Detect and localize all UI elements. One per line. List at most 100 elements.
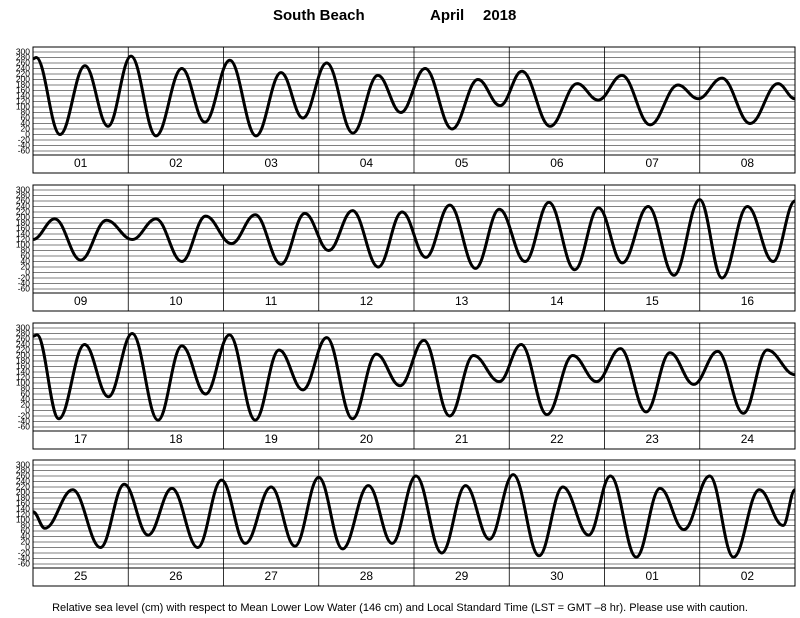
y-tick-label: 200 <box>16 74 30 84</box>
y-tick-label: 120 <box>16 234 30 244</box>
y-tick-label: 0 <box>25 542 30 552</box>
day-label: 01 <box>74 156 88 170</box>
y-tick-label: 40 <box>21 531 31 541</box>
y-tick-label: 240 <box>16 476 30 486</box>
y-tick-label: -20 <box>18 547 31 557</box>
day-label: 14 <box>550 294 564 308</box>
y-tick-label: 160 <box>16 85 30 95</box>
tide-curve <box>32 473 797 559</box>
y-tick-label: 20 <box>21 399 31 409</box>
day-label: 26 <box>169 569 183 583</box>
y-tick-label: 40 <box>21 394 31 404</box>
y-tick-label: 220 <box>16 344 30 354</box>
day-label: 24 <box>741 432 755 446</box>
y-tick-label: 280 <box>16 328 30 338</box>
day-label: 01 <box>645 569 659 583</box>
y-tick-label: 280 <box>16 190 30 200</box>
day-label: 17 <box>74 432 88 446</box>
y-tick-label: 100 <box>16 101 30 111</box>
y-tick-label: -60 <box>18 421 31 431</box>
y-tick-label: 140 <box>16 228 30 238</box>
y-tick-label: 300 <box>16 46 30 56</box>
y-tick-label: 180 <box>16 355 30 365</box>
day-label: 02 <box>169 156 183 170</box>
y-tick-label: 0 <box>25 129 30 139</box>
y-tick-label: 240 <box>16 201 30 211</box>
y-tick-label: 0 <box>25 405 30 415</box>
day-label: 18 <box>169 432 183 446</box>
y-tick-label: 60 <box>21 388 31 398</box>
y-tick-label: -60 <box>18 283 31 293</box>
y-tick-label: 160 <box>16 498 30 508</box>
y-tick-label: 60 <box>21 112 31 122</box>
y-tick-label: 60 <box>21 250 31 260</box>
y-tick-label: 40 <box>21 256 31 266</box>
y-tick-label: 280 <box>16 52 30 62</box>
day-label: 05 <box>455 156 469 170</box>
day-label: 04 <box>360 156 374 170</box>
y-tick-label: -20 <box>18 134 31 144</box>
day-label: 09 <box>74 294 88 308</box>
y-tick-label: 300 <box>16 184 30 194</box>
y-tick-label: 260 <box>16 333 30 343</box>
y-tick-label: -20 <box>18 272 31 282</box>
tide-curve <box>32 54 796 138</box>
day-label: 03 <box>264 156 278 170</box>
day-label: 07 <box>645 156 659 170</box>
y-tick-label: 20 <box>21 123 31 133</box>
tide-curve <box>32 198 797 280</box>
y-tick-label: 80 <box>21 245 31 255</box>
month-title: April <box>430 7 464 24</box>
footnote: Relative sea level (cm) with respect to … <box>52 602 748 614</box>
day-label: 21 <box>455 432 469 446</box>
y-tick-label: 220 <box>16 206 30 216</box>
y-tick-label: -40 <box>18 416 31 426</box>
day-label: 25 <box>74 569 88 583</box>
day-label: 02 <box>741 569 755 583</box>
y-tick-label: 20 <box>21 536 31 546</box>
y-tick-label: 80 <box>21 383 31 393</box>
y-tick-label: -40 <box>18 140 31 150</box>
day-label: 30 <box>550 569 564 583</box>
y-tick-label: -60 <box>18 558 31 568</box>
day-label: 06 <box>550 156 564 170</box>
y-tick-label: 60 <box>21 525 31 535</box>
y-tick-label: 260 <box>16 470 30 480</box>
y-tick-label: 220 <box>16 481 30 491</box>
day-label: 11 <box>265 294 278 308</box>
y-tick-label: 40 <box>21 118 31 128</box>
y-tick-label: 80 <box>21 107 31 117</box>
y-tick-label: 200 <box>16 487 30 497</box>
y-tick-label: 200 <box>16 350 30 360</box>
y-tick-label: 80 <box>21 520 31 530</box>
y-tick-label: 120 <box>16 509 30 519</box>
day-label: 10 <box>169 294 183 308</box>
y-tick-label: 220 <box>16 68 30 78</box>
y-tick-label: -60 <box>18 145 31 155</box>
y-tick-label: 260 <box>16 195 30 205</box>
day-label: 27 <box>264 569 278 583</box>
y-tick-label: -40 <box>18 278 31 288</box>
y-tick-label: 0 <box>25 267 30 277</box>
day-label: 19 <box>264 432 278 446</box>
y-tick-label: 180 <box>16 492 30 502</box>
y-tick-label: 240 <box>16 63 30 73</box>
y-tick-label: 100 <box>16 377 30 387</box>
y-tick-label: -20 <box>18 410 31 420</box>
day-label: 16 <box>741 294 755 308</box>
y-tick-label: 280 <box>16 465 30 475</box>
tide-curve <box>32 332 796 422</box>
day-label: 20 <box>360 432 374 446</box>
y-tick-label: 120 <box>16 96 30 106</box>
y-tick-label: 140 <box>16 503 30 513</box>
y-tick-label: 100 <box>16 239 30 249</box>
day-label: 29 <box>455 569 469 583</box>
y-tick-label: 300 <box>16 459 30 469</box>
y-tick-label: 140 <box>16 90 30 100</box>
day-label: 15 <box>645 294 659 308</box>
y-tick-label: 180 <box>16 79 30 89</box>
y-tick-label: 20 <box>21 261 31 271</box>
day-label: 28 <box>360 569 374 583</box>
year-title: 2018 <box>483 7 516 24</box>
